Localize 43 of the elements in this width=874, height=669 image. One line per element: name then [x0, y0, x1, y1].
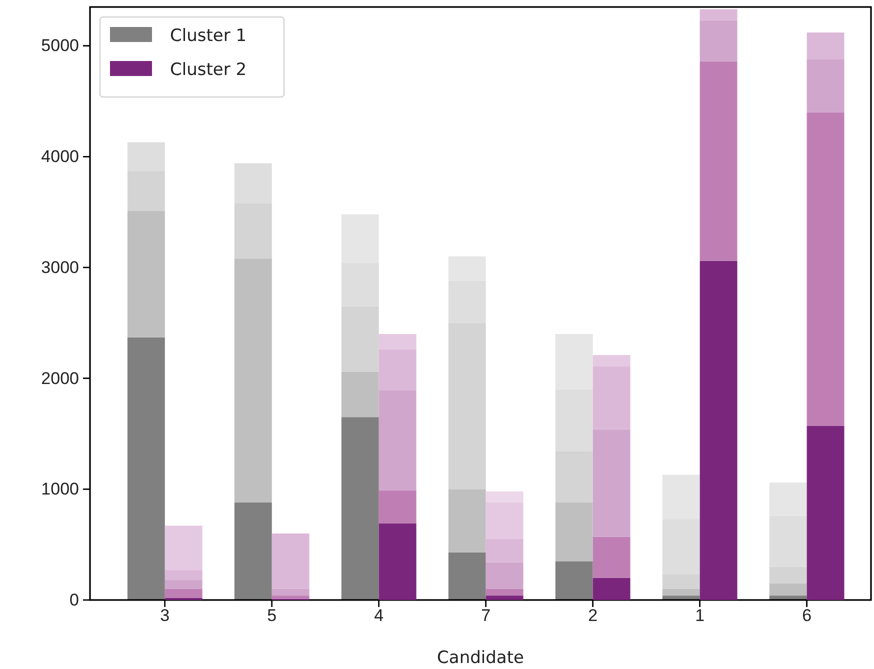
x-tick-label: 3 [160, 606, 170, 626]
bar [592, 355, 630, 366]
bar [700, 20, 738, 62]
bar [164, 580, 202, 589]
bar [806, 32, 844, 60]
y-tick-label: 5000 [41, 36, 79, 56]
x-tick-label: 6 [802, 606, 812, 626]
bar [806, 59, 844, 112]
bar [486, 596, 524, 600]
y-tick-label: 4000 [41, 147, 79, 166]
bar [234, 258, 272, 502]
bar [378, 334, 416, 350]
bar [486, 588, 524, 596]
y-tick-label: 1000 [41, 480, 79, 499]
bar [272, 588, 310, 596]
x-tick-label: 7 [481, 606, 491, 626]
bar [769, 583, 807, 596]
bar [806, 112, 844, 426]
bar [592, 429, 630, 537]
bar [341, 417, 379, 600]
y-tick-label: 2000 [41, 368, 79, 388]
x-tick-label: 4 [374, 606, 384, 626]
y-tick-label: 0 [70, 590, 79, 610]
bar [127, 210, 165, 338]
x-tick-label: 1 [695, 606, 705, 626]
legend-label: Cluster 2 [170, 60, 247, 80]
bar [700, 260, 738, 600]
x-axis-title: Candidate [437, 648, 524, 668]
bar [378, 490, 416, 524]
bar [806, 426, 844, 600]
bar [127, 337, 165, 600]
bar [164, 588, 202, 598]
bar [272, 596, 310, 599]
x-tick-label: 5 [267, 606, 277, 626]
bar [662, 588, 700, 596]
bar [700, 9, 738, 20]
y-tick-label: 3000 [41, 258, 79, 277]
x-tick-label: 2 [588, 606, 598, 626]
bar [700, 61, 738, 261]
bar [164, 526, 202, 570]
bar [164, 570, 202, 580]
legend-label: Cluster 1 [170, 26, 247, 46]
bar [486, 491, 524, 502]
